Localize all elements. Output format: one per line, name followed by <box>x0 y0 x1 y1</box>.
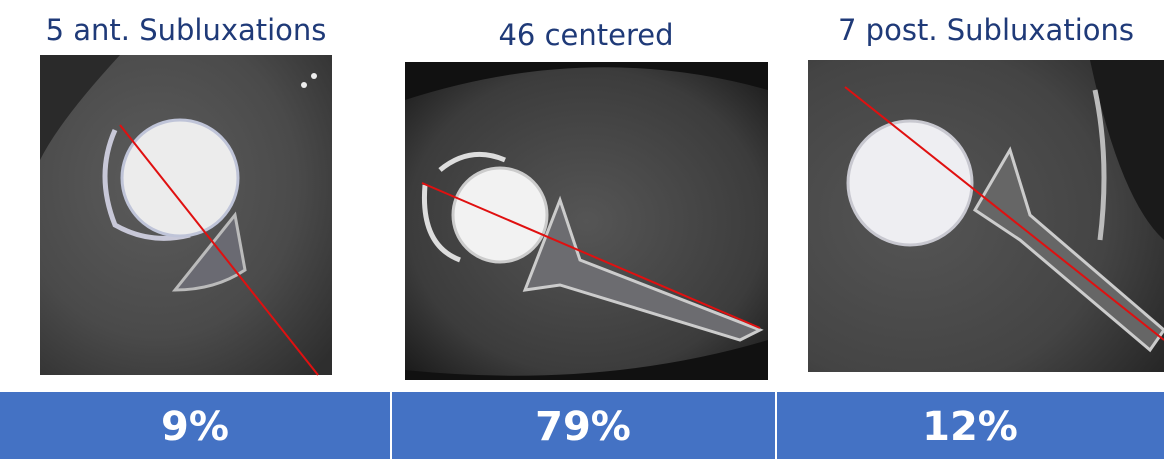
percent-bar <box>0 392 1164 459</box>
ct-image <box>40 55 332 376</box>
panel-percent: 12% <box>922 404 1018 450</box>
panel-title: 5 ant. Subluxations <box>46 13 327 47</box>
ct-image <box>808 60 1164 372</box>
panel-percent: 9% <box>161 404 229 450</box>
panel-title: 7 post. Subluxations <box>838 13 1134 47</box>
panel-title: 46 centered <box>498 18 673 52</box>
ct-image <box>405 62 768 380</box>
panel-percent: 79% <box>535 404 631 450</box>
